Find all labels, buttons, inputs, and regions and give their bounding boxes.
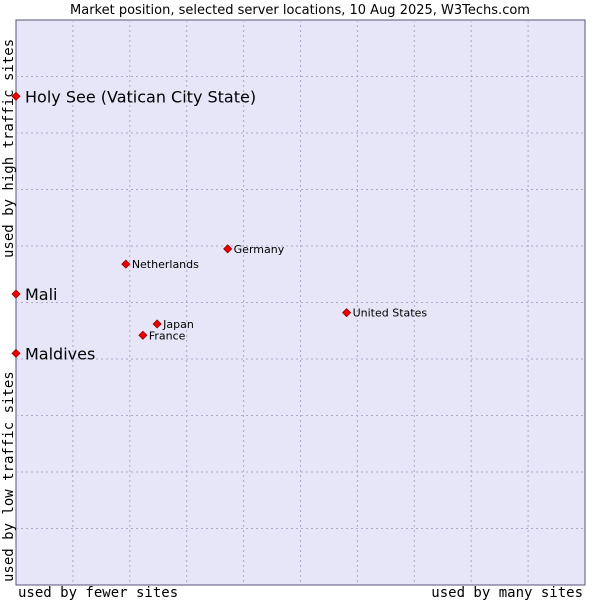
point-label-netherlands: Netherlands — [132, 258, 199, 271]
data-point-mali: Mali — [11, 285, 58, 304]
marker-japan — [152, 319, 162, 329]
marker-germany — [223, 244, 233, 254]
point-label-mali: Mali — [25, 285, 58, 304]
x-axis-label-right: used by many sites — [431, 585, 583, 600]
point-label-japan: Japan — [162, 318, 194, 331]
data-point-germany: Germany — [223, 243, 285, 256]
data-point-france: France — [138, 329, 186, 342]
point-label-holy-see-vatican-city-state: Holy See (Vatican City State) — [25, 87, 256, 106]
marker-maldives — [11, 348, 21, 358]
point-label-france: France — [149, 329, 186, 342]
point-label-united-states: United States — [353, 307, 428, 320]
data-point-holy-see-vatican-city-state: Holy See (Vatican City State) — [11, 87, 256, 106]
y-axis-label-bottom: used by low traffic sites — [1, 371, 17, 582]
chart-title: Market position, selected server locatio… — [70, 3, 530, 18]
marker-holy-see-vatican-city-state — [11, 91, 21, 101]
data-point-netherlands: Netherlands — [121, 258, 199, 271]
marker-mali — [11, 289, 21, 299]
point-label-maldives: Maldives — [25, 344, 95, 363]
marker-netherlands — [121, 259, 131, 269]
grid-lines — [16, 20, 585, 585]
y-axis-label-top: used by high traffic sites — [1, 39, 17, 258]
marker-united-states — [342, 308, 352, 318]
point-label-germany: Germany — [234, 243, 285, 256]
marker-france — [138, 330, 148, 340]
data-points: Holy See (Vatican City State) Mali Maldive… — [11, 87, 428, 363]
data-point-japan: Japan — [152, 318, 194, 331]
data-point-united-states: United States — [342, 307, 428, 320]
data-point-maldives: Maldives — [11, 344, 95, 363]
x-axis-label-left: used by fewer sites — [18, 585, 178, 600]
